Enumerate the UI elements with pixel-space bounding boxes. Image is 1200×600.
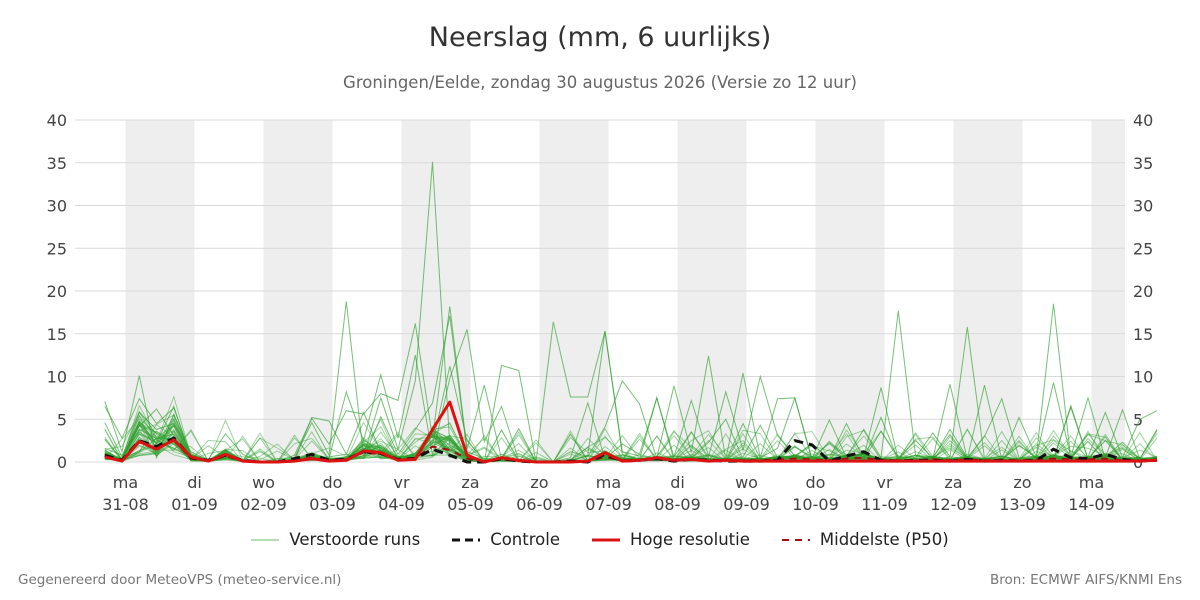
x-tick-day: wo: [735, 473, 758, 492]
x-tick-day: wo: [252, 473, 275, 492]
legend-swatch-perturbed: [251, 539, 280, 540]
y-tick-label-right: 5: [1133, 410, 1143, 429]
x-tick-date: 04-09: [378, 495, 425, 514]
x-tick-date: 07-09: [585, 495, 632, 514]
x-tick-date: 03-09: [309, 495, 356, 514]
legend-label-hires: Hoge resolutie: [629, 530, 750, 549]
y-tick-label-right: 35: [1133, 154, 1153, 173]
chart-title: Neerslag (mm, 6 uurlijks): [428, 22, 772, 53]
x-tick-date: 31-08: [102, 495, 149, 514]
footer-source: Bron: ECMWF AIFS/KNMI Ens: [989, 572, 1182, 588]
legend-swatch-control: [452, 538, 481, 541]
legend: Verstoorde runs Controle Hoge resolutie …: [0, 530, 1200, 549]
x-tick-day: do: [806, 473, 826, 492]
x-tick-day: zo: [1013, 473, 1031, 492]
y-tick-label-left: 10: [47, 368, 67, 387]
y-tick-label-left: 30: [47, 197, 67, 216]
chart-subtitle: Groningen/Eelde, zondag 30 augustus 2026…: [343, 73, 857, 92]
legend-swatch-median: [781, 538, 810, 541]
y-tick-label-right: 15: [1133, 325, 1153, 344]
x-tick-date: 14-09: [1068, 495, 1115, 514]
y-tick-label-left: 25: [47, 239, 67, 258]
main-series: [104, 400, 1158, 464]
y-tick-label-right: 40: [1133, 111, 1153, 130]
perturbed-run: [104, 161, 1158, 463]
x-tick-day: di: [670, 473, 685, 492]
y-tick-label-left: 15: [47, 325, 67, 344]
legend-label-control: Controle: [490, 530, 560, 549]
x-tick-date: 10-09: [792, 495, 839, 514]
x-tick-date: 11-09: [861, 495, 908, 514]
x-tick-day: zo: [530, 473, 548, 492]
y-tick-label-right: 25: [1133, 239, 1153, 258]
x-tick-date: 08-09: [654, 495, 701, 514]
series-line-hoge-resolutie: [104, 400, 1158, 464]
x-tick-day: vr: [876, 473, 892, 492]
x-tick-day: ma: [596, 473, 621, 492]
y-tick-label-right: 20: [1133, 282, 1153, 301]
y-tick-label-left: 5: [57, 410, 67, 429]
x-tick-date: 13-09: [999, 495, 1046, 514]
x-tick-date: 01-09: [171, 495, 218, 514]
footer-generator: Gegenereerd door MeteoVPS (meteo-service…: [18, 572, 342, 588]
x-tick-date: 12-09: [930, 495, 977, 514]
legend-item-perturbed: Verstoorde runs: [251, 530, 420, 549]
x-tick-day: za: [461, 473, 479, 492]
legend-label-perturbed: Verstoorde runs: [289, 530, 421, 549]
y-tick-label-right: 10: [1133, 368, 1153, 387]
x-tick-date: 06-09: [516, 495, 563, 514]
y-tick-label-left: 35: [47, 154, 67, 173]
legend-item-median: Middelste (P50): [781, 530, 949, 549]
x-tick-day: za: [944, 473, 962, 492]
y-tick-label-right: 30: [1133, 197, 1153, 216]
legend-item-control: Controle: [452, 530, 560, 549]
x-tick-day: vr: [393, 473, 409, 492]
x-tick-day: ma: [113, 473, 138, 492]
x-tick-date: 02-09: [240, 495, 287, 514]
y-tick-label-left: 20: [47, 282, 67, 301]
x-tick-date: 05-09: [447, 495, 494, 514]
legend-item-hires: Hoge resolutie: [591, 530, 750, 549]
legend-label-median: Middelste (P50): [819, 530, 949, 549]
y-tick-label-left: 40: [47, 111, 67, 130]
legend-swatch-hires: [591, 538, 620, 541]
y-tick-label-left: 0: [57, 453, 67, 472]
x-axis-labels: ma 31-08 di 01-09 wo 02-09 do 03-09 vr 04-09 za 05-…: [102, 473, 1115, 514]
x-tick-day: di: [187, 473, 202, 492]
x-tick-day: do: [323, 473, 343, 492]
x-tick-date: 09-09: [723, 495, 770, 514]
x-tick-day: ma: [1079, 473, 1104, 492]
